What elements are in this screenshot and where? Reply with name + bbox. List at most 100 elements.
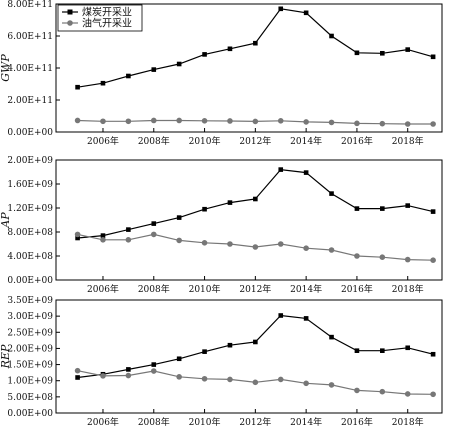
data-point — [150, 368, 157, 374]
data-point — [75, 375, 80, 380]
y-tick-label: 2.00E+09 — [7, 156, 53, 166]
legend-label: 油气开采业 — [82, 17, 132, 30]
data-point — [404, 391, 411, 397]
x-tick-label: 2006年 — [87, 283, 119, 295]
data-point — [227, 376, 233, 383]
y-tick-label: 4.00E+11 — [7, 64, 53, 74]
data-point — [354, 387, 360, 394]
data-point — [151, 67, 157, 72]
data-point — [303, 170, 309, 175]
data-point — [75, 84, 80, 90]
data-point — [379, 388, 386, 395]
data-point — [176, 374, 182, 380]
y-axis-label: GWP — [0, 54, 12, 82]
x-tick-label: 2014年 — [290, 416, 322, 428]
data-point — [430, 54, 436, 60]
data-point — [253, 40, 258, 46]
y-tick-label: 1.20E+09 — [7, 204, 53, 214]
data-point — [74, 367, 81, 374]
data-point — [380, 50, 385, 56]
data-point — [125, 372, 132, 379]
x-tick-label: 2010年 — [189, 283, 221, 295]
y-tick-label: 3.00E+09 — [7, 312, 53, 322]
x-tick-label: 2008年 — [138, 135, 170, 147]
data-point — [125, 118, 132, 125]
data-point — [100, 118, 106, 125]
data-point — [227, 342, 233, 348]
data-point — [126, 73, 131, 79]
data-point — [201, 240, 208, 246]
data-point — [100, 80, 106, 86]
legend-box — [57, 4, 143, 32]
x-tick-label: 2012年 — [239, 135, 271, 147]
data-point — [303, 380, 309, 387]
data-point — [329, 191, 334, 196]
data-point — [303, 245, 309, 251]
x-tick-label: 2008年 — [138, 283, 170, 295]
x-tick-label: 2006年 — [87, 135, 119, 147]
data-point — [252, 118, 259, 125]
data-point — [227, 118, 233, 124]
data-point — [404, 256, 411, 263]
data-point — [75, 235, 80, 241]
legend-marker — [67, 9, 73, 15]
data-point — [379, 254, 386, 260]
data-point — [303, 119, 309, 125]
data-point — [328, 119, 335, 126]
x-tick-label: 2018年 — [392, 135, 424, 147]
x-tick-label: 2012年 — [239, 283, 271, 295]
data-point — [379, 120, 386, 127]
x-tick-label: 2010年 — [189, 416, 221, 428]
data-point — [277, 376, 284, 383]
data-point — [430, 257, 436, 264]
y-tick-label: 1.60E+09 — [7, 180, 53, 190]
data-point — [202, 52, 207, 57]
data-point — [354, 206, 360, 211]
data-point — [328, 247, 335, 253]
data-point — [277, 118, 284, 124]
data-point — [202, 206, 207, 212]
data-point — [278, 313, 284, 318]
data-point — [354, 120, 360, 127]
series-line-coal — [77, 168, 434, 239]
x-tick-label: 2014年 — [290, 283, 322, 295]
data-point — [430, 351, 436, 357]
data-point — [125, 237, 132, 243]
data-point — [430, 209, 436, 214]
data-point — [329, 334, 334, 340]
x-tick-label: 2006年 — [87, 416, 119, 428]
y-tick-label: 0.00E+00 — [7, 276, 53, 286]
data-point — [74, 231, 81, 238]
y-tick-label: 2.00E+09 — [7, 344, 53, 354]
data-point — [202, 349, 207, 354]
y-tick-label: 8.00E+08 — [7, 228, 53, 238]
data-point — [354, 253, 360, 259]
data-point — [252, 244, 259, 250]
x-tick-label: 2014年 — [290, 135, 322, 147]
data-point — [150, 117, 157, 124]
data-point — [176, 237, 182, 244]
data-point — [278, 167, 284, 172]
data-point — [405, 345, 411, 351]
data-point — [201, 375, 208, 382]
x-tick-label: 2012年 — [239, 416, 271, 428]
data-point — [100, 233, 106, 238]
data-point — [252, 379, 259, 386]
data-point — [328, 382, 335, 388]
data-point — [201, 118, 208, 124]
data-point — [404, 121, 411, 127]
y-tick-label: 0.00E+00 — [7, 128, 53, 138]
data-point — [151, 362, 157, 367]
data-point — [253, 339, 258, 345]
y-axis-label: AP — [0, 212, 12, 229]
y-tick-label: 6.00E+11 — [7, 32, 53, 42]
data-point — [227, 200, 233, 205]
data-point — [150, 231, 157, 238]
y-axis-label: REP — [0, 344, 12, 369]
y-tick-label: 2.00E+11 — [7, 96, 53, 106]
x-tick-label: 2016年 — [341, 416, 373, 428]
x-tick-label: 2016年 — [341, 283, 373, 295]
data-point — [405, 203, 411, 208]
